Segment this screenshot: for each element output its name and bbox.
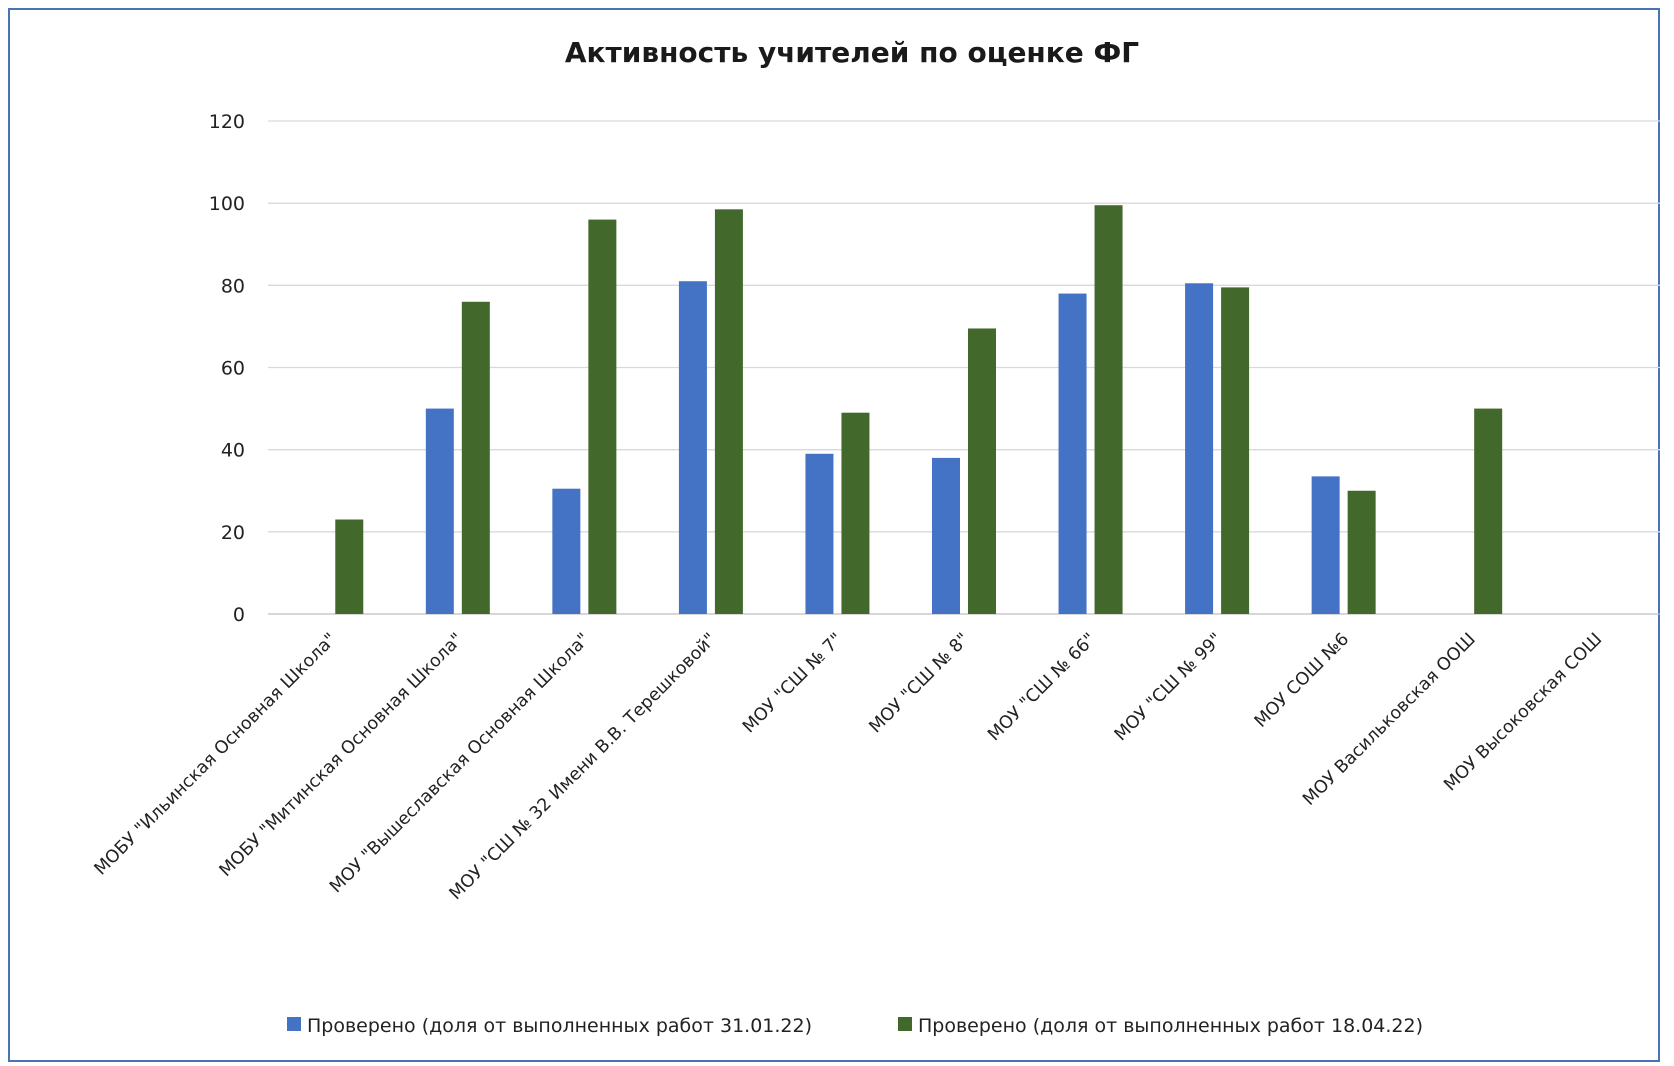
bar-series-2	[1474, 408, 1503, 614]
bar-series-1	[1185, 283, 1214, 614]
x-category-label: МОУ СОШ №6	[1251, 629, 1353, 731]
bar-series-2	[1221, 287, 1250, 614]
bar-series-2	[968, 328, 996, 614]
bar-series-2	[1347, 490, 1376, 614]
bar-series-2	[588, 219, 617, 614]
bar-series-2	[335, 519, 364, 614]
y-tick-label: 100	[209, 193, 245, 215]
legend: Проверено (доля от выполненных работ 31.…	[287, 1015, 1423, 1037]
y-tick-label: 20	[221, 522, 245, 544]
x-category-label: МОУ "Вышеславская Основная Школа"	[326, 629, 594, 897]
bar-series-2	[461, 301, 490, 614]
gridlines	[268, 120, 1660, 615]
x-category-label: МОБУ "Митинская Основная Школа"	[216, 629, 468, 881]
bar-series-1	[678, 281, 707, 614]
x-category-label: МОБУ "Ильинская Основная Школа"	[91, 629, 341, 879]
bar-series-1	[1311, 476, 1340, 614]
bar-series-1	[805, 453, 834, 614]
y-axis: 0 20 40 60 80 100 120	[209, 111, 245, 626]
legend-label: Проверено (доля от выполненных работ 31.…	[307, 1015, 812, 1037]
bar-series-1	[932, 457, 960, 614]
y-tick-label: 120	[209, 111, 245, 133]
bar-series-1	[425, 408, 454, 614]
y-tick-label: 60	[221, 358, 245, 380]
bar-series-2	[841, 412, 870, 614]
legend-label: Проверено (доля от выполненных работ 18.…	[918, 1015, 1423, 1037]
x-category-label: МОУ "СШ № 66"	[984, 629, 1100, 745]
x-category-label: МОУ "СШ № 7"	[739, 629, 847, 737]
chart-frame	[8, 8, 1660, 1062]
y-tick-label: 0	[233, 604, 245, 626]
legend-swatch	[898, 1017, 912, 1031]
bars	[335, 205, 1503, 615]
legend-swatch	[287, 1017, 301, 1031]
bar-series-1	[552, 488, 581, 614]
x-axis: МОБУ "Ильинская Основная Школа"МОБУ "Мит…	[91, 629, 1607, 904]
chart-title: Активность учителей по оценке ФГ	[565, 36, 1139, 69]
bar-series-2	[1094, 205, 1123, 615]
y-tick-label: 40	[221, 440, 245, 462]
bar-series-1	[1058, 293, 1087, 614]
x-category-label: МОУ "СШ № 8"	[866, 629, 974, 737]
x-category-label: МОУ "СШ № 99"	[1111, 629, 1227, 745]
bar-series-2	[714, 209, 743, 614]
x-category-label: МОУ "СШ № 32 Имени В.В. Терешковой"	[446, 629, 721, 904]
y-tick-label: 80	[221, 275, 245, 297]
